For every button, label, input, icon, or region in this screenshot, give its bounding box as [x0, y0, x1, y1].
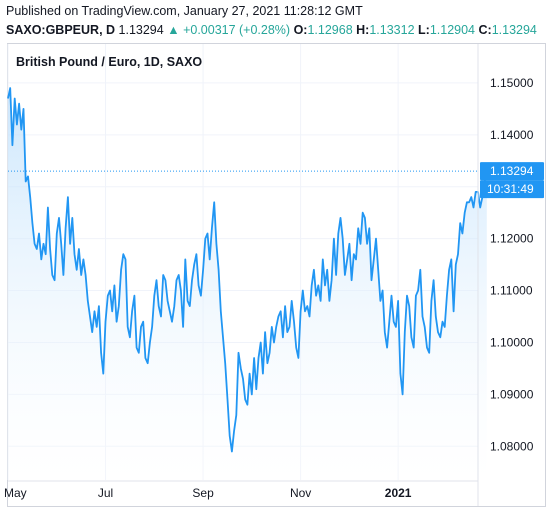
symbol-label: SAXO:GBPEUR, D	[6, 23, 116, 37]
quote-line: SAXO:GBPEUR, D 1.13294 ▲ +0.00317 (+0.28…	[6, 23, 537, 37]
countdown-tag-label: 10:31:49	[487, 182, 534, 196]
y-tick-label: 1.09000	[490, 387, 534, 401]
up-arrow-icon: ▲	[167, 23, 180, 37]
y-tick-label: 1.10000	[490, 335, 534, 349]
y-tick-label: 1.12000	[490, 232, 534, 246]
y-tick-label: 1.11000	[490, 284, 533, 298]
time-axis[interactable]: May Jul Sep Nov 2021	[4, 486, 412, 500]
x-tick-label: 2021	[385, 486, 412, 500]
change-value: +0.00317 (+0.28%)	[183, 23, 291, 37]
x-tick-label: Sep	[192, 486, 214, 500]
x-tick-label: Nov	[290, 486, 311, 500]
published-note: Published on TradingView.com, January 27…	[6, 4, 363, 18]
open-label: O:	[293, 23, 308, 37]
price-area	[8, 88, 487, 480]
y-tick-label: 1.14000	[490, 128, 534, 142]
last-price-tag	[480, 162, 544, 181]
close-label: C:	[478, 23, 492, 37]
low-value: 1.12904	[429, 23, 476, 37]
low-label: L:	[418, 23, 430, 37]
price-line	[7, 87, 488, 453]
y-tick-label: 1.15000	[490, 76, 534, 90]
price-axis[interactable]: 1.080001.090001.100001.110001.120001.130…	[490, 76, 534, 453]
chart-title: British Pound / Euro, 1D, SAXO	[16, 55, 203, 69]
x-tick-label: Jul	[98, 486, 113, 500]
high-label: H:	[356, 23, 370, 37]
open-value: 1.12968	[307, 23, 353, 37]
countdown-tag	[480, 180, 544, 199]
last-price-tag-label: 1.13294	[490, 164, 534, 178]
x-tick-label: May	[4, 486, 27, 500]
high-value: 1.13312	[369, 23, 415, 37]
close-value: 1.13294	[491, 23, 537, 37]
last-price: 1.13294	[118, 23, 164, 37]
y-tick-label: 1.08000	[490, 439, 534, 453]
